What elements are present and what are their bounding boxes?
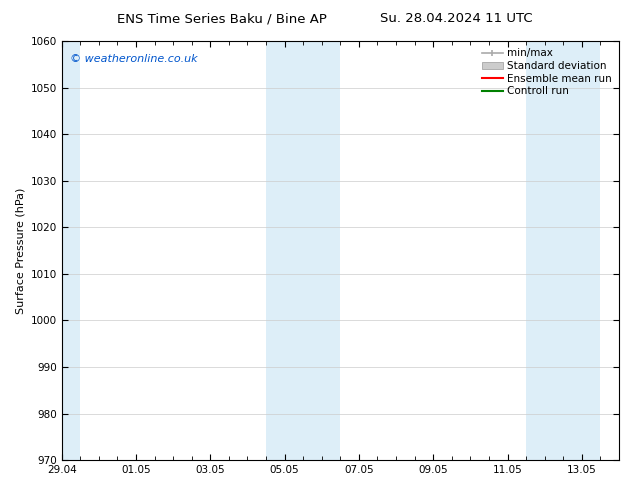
Legend: min/max, Standard deviation, Ensemble mean run, Controll run: min/max, Standard deviation, Ensemble me… <box>480 46 614 98</box>
Bar <box>526 41 600 460</box>
Bar <box>61 41 81 460</box>
Text: ENS Time Series Baku / Bine AP: ENS Time Series Baku / Bine AP <box>117 12 327 25</box>
Text: Su. 28.04.2024 11 UTC: Su. 28.04.2024 11 UTC <box>380 12 533 25</box>
Bar <box>266 41 340 460</box>
Text: © weatheronline.co.uk: © weatheronline.co.uk <box>70 53 198 64</box>
Y-axis label: Surface Pressure (hPa): Surface Pressure (hPa) <box>15 187 25 314</box>
